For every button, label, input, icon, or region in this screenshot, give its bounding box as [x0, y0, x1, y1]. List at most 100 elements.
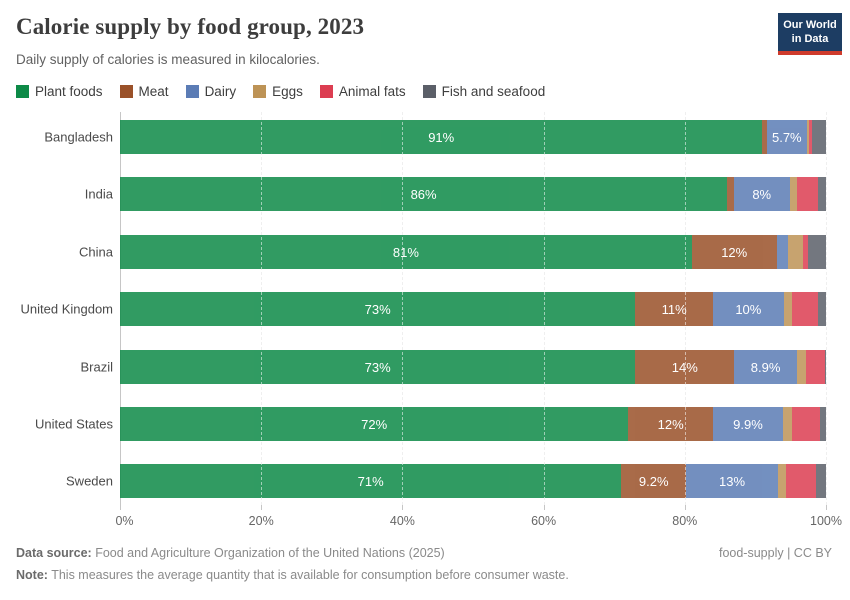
bar-segment-dairy[interactable]: [776, 235, 788, 269]
legend-item-meat[interactable]: Meat: [119, 84, 169, 99]
axis-tick-mark: [261, 505, 263, 510]
legend-swatch-plant-foods: [16, 85, 29, 98]
row-label-bangladesh[interactable]: Bangladesh: [44, 129, 113, 145]
row-label-united-states[interactable]: United States: [34, 416, 113, 432]
bar-value-label: 71%: [357, 473, 384, 489]
axis-tick-mark: [543, 505, 545, 510]
bar-segment-meat[interactable]: 12%: [691, 235, 777, 269]
bar-segment-dairy[interactable]: 9.9%: [713, 407, 783, 441]
bar-segment-dairy[interactable]: 8.9%: [734, 350, 798, 384]
bar-track: 72% 12% 9.9%: [120, 407, 826, 441]
axis-tick-label: 40%: [389, 514, 415, 528]
bar-segment-fish-and-seafood[interactable]: [818, 292, 826, 326]
legend-swatch-animal-fats: [319, 85, 333, 98]
row-label-china[interactable]: China: [79, 244, 113, 260]
bar-segment-fish-and-seafood[interactable]: [819, 407, 826, 441]
footer-note-text: This measures the average quantity that …: [47, 568, 569, 582]
bar-segment-dairy[interactable]: 5.7%: [766, 120, 807, 154]
bar-segment-eggs[interactable]: [787, 235, 803, 269]
bar-track: 81% 12%: [120, 235, 826, 269]
legend-item-eggs[interactable]: Eggs: [253, 84, 303, 99]
bar-segment-plant-foods[interactable]: 81%: [120, 235, 692, 269]
bar-segment-eggs[interactable]: [782, 407, 793, 441]
bar-segment-meat[interactable]: 14%: [635, 350, 735, 384]
bar-value-label: 72%: [361, 416, 388, 432]
bar-segment-eggs[interactable]: [783, 292, 793, 326]
bar-row-united-states: United States 72% 12% 9.9%: [35, 407, 826, 441]
bar-value-label: 12%: [657, 416, 684, 432]
axis-tick-label: 20%: [248, 514, 274, 528]
bar-segment-eggs[interactable]: [789, 177, 798, 211]
owid-logo-line1: Our World: [783, 19, 837, 31]
bar-row-india: India 86% 8%: [85, 177, 826, 211]
row-label-united-kingdom[interactable]: United Kingdom: [20, 301, 114, 317]
bar-value-label: 8.9%: [750, 359, 781, 375]
bar-segment-plant-foods[interactable]: 72%: [120, 407, 629, 441]
footer-data-source-label: Data source:: [16, 546, 92, 560]
bar-segment-animal-fats[interactable]: [786, 464, 817, 498]
bar-value-label: 8%: [752, 186, 772, 202]
bar-segment-eggs[interactable]: [806, 120, 810, 154]
footer-data-source: Data source: Food and Agriculture Organi…: [16, 546, 445, 560]
legend-label: Dairy: [204, 84, 237, 99]
owid-logo[interactable]: Our World in Data: [778, 13, 842, 55]
row-label-brazil[interactable]: Brazil: [80, 359, 113, 375]
footer-note: Note: This measures the average quantity…: [16, 568, 569, 582]
bar-row-united-kingdom: United Kingdom 73% 11% 10%: [21, 292, 826, 326]
bar-segment-animal-fats[interactable]: [797, 177, 819, 211]
bar-segment-animal-fats[interactable]: [806, 350, 825, 384]
row-label-india[interactable]: India: [84, 186, 113, 202]
axis-tick-label: 0%: [115, 514, 134, 528]
bar-segment-eggs[interactable]: [797, 350, 807, 384]
bar-value-label: 9.2%: [638, 473, 669, 489]
bar-segment-meat[interactable]: [727, 177, 734, 211]
bar-segment-plant-foods[interactable]: 73%: [120, 292, 636, 326]
bar-segment-plant-foods[interactable]: 91%: [120, 120, 763, 154]
bar-segment-fish-and-seafood[interactable]: [816, 464, 826, 498]
bar-value-label: 10%: [735, 301, 762, 317]
legend-item-animal-fats[interactable]: Animal fats: [319, 84, 406, 99]
legend-swatch-meat: [119, 85, 133, 98]
bar-segment-animal-fats[interactable]: [802, 235, 808, 269]
bar-segment-fish-and-seafood[interactable]: [818, 177, 826, 211]
legend-swatch-eggs: [253, 85, 267, 98]
bar-segment-animal-fats[interactable]: [792, 292, 819, 326]
legend-swatch-dairy: [185, 85, 199, 98]
legend-label: Meat: [138, 84, 169, 99]
plot-area: Bangladesh 91% 5.7% India 86% 8% China 81% 12% Un…: [21, 112, 842, 528]
bar-segment-meat[interactable]: 9.2%: [621, 464, 687, 498]
bar-segment-meat[interactable]: 11%: [635, 292, 714, 326]
bar-value-label: 81%: [392, 244, 419, 260]
bar-value-label: 13%: [719, 473, 746, 489]
bar-segment-plant-foods[interactable]: 86%: [120, 177, 728, 211]
legend-item-dairy[interactable]: Dairy: [185, 84, 237, 99]
bar-segment-dairy[interactable]: 10%: [713, 292, 784, 326]
bar-segment-animal-fats[interactable]: [792, 407, 820, 441]
legend-item-fish-and-seafood[interactable]: Fish and seafood: [422, 84, 545, 99]
bar-segment-fish-and-seafood[interactable]: [811, 120, 826, 154]
bar-segment-fish-and-seafood[interactable]: [807, 235, 826, 269]
bar-segment-meat[interactable]: [762, 120, 767, 154]
bar-segment-plant-foods[interactable]: 71%: [120, 464, 622, 498]
bar-value-label: 12%: [721, 244, 748, 260]
footer-attribution[interactable]: food-supply | CC BY: [718, 546, 832, 560]
bar-track: 73% 14% 8.9%: [120, 350, 826, 384]
axis-tick-mark: [826, 505, 827, 510]
bar-segment-dairy[interactable]: 8%: [733, 177, 790, 211]
bar-segment-eggs[interactable]: [777, 464, 787, 498]
axis-tick-label: 80%: [672, 514, 698, 528]
legend-label: Plant foods: [35, 84, 103, 99]
legend-item-plant-foods[interactable]: Plant foods: [16, 84, 103, 99]
bar-segment-dairy[interactable]: 13%: [686, 464, 778, 498]
bar-value-label: 11%: [661, 301, 687, 317]
row-label-sweden[interactable]: Sweden: [66, 473, 113, 489]
bar-segment-plant-foods[interactable]: 73%: [120, 350, 636, 384]
bar-segment-meat[interactable]: 12%: [628, 407, 714, 441]
axis-tick-label: 60%: [531, 514, 557, 528]
axis-tick-label: 100%: [810, 514, 842, 528]
bar-segment-fish-and-seafood[interactable]: [824, 350, 826, 384]
bar-segment-animal-fats[interactable]: [809, 120, 812, 154]
axis-tick-mark: [402, 505, 404, 510]
footer-note-label: Note:: [16, 568, 48, 582]
